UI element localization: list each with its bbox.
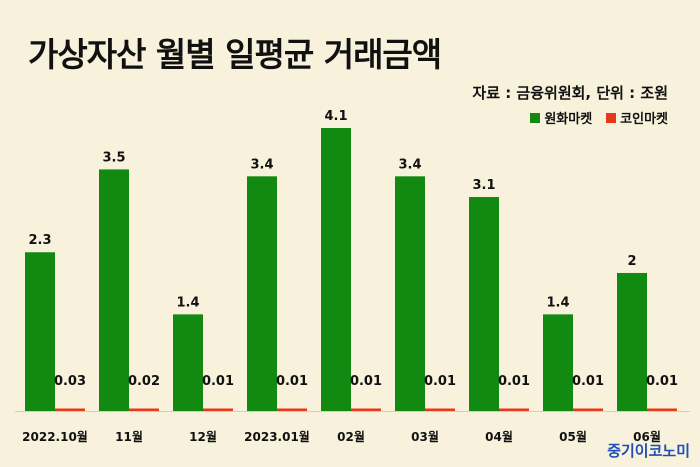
value-label-won-market-3: 3.4	[250, 157, 273, 172]
bar-coin-market-3	[277, 408, 307, 411]
x-tick-label-4: 02월	[337, 429, 365, 444]
bar-won-market-6	[469, 197, 499, 411]
legend-label-coin-market: 코인마켓	[620, 112, 668, 127]
bar-coin-market-1	[129, 408, 159, 411]
source-note: 자료 : 금융위원회, 단위 : 조원	[472, 84, 668, 102]
legend: 원화마켓 코인마켓	[530, 108, 668, 127]
value-label-coin-market-5: 0.01	[424, 374, 456, 389]
value-label-coin-market-8: 0.01	[646, 374, 678, 389]
x-tick-label-5: 03월	[411, 429, 439, 444]
value-label-won-market-8: 2	[627, 254, 636, 269]
value-label-won-market-2: 1.4	[176, 295, 199, 310]
bar-coin-market-5	[425, 408, 455, 411]
x-tick-label-2: 12월	[189, 429, 217, 444]
bar-won-market-4	[321, 128, 351, 411]
value-label-won-market-0: 2.3	[28, 233, 51, 248]
brand-logo-text: 중기이코노미	[607, 442, 690, 460]
legend-label-won-market: 원화마켓	[544, 112, 593, 127]
bar-won-market-1	[99, 169, 129, 411]
value-label-coin-market-6: 0.01	[498, 374, 530, 389]
bar-won-market-0	[25, 252, 55, 411]
bar-coin-market-2	[203, 408, 233, 411]
value-label-coin-market-1: 0.02	[128, 374, 160, 389]
bar-won-market-8	[617, 272, 647, 411]
bar-won-market-5	[395, 176, 425, 411]
bar-won-market-2	[173, 314, 203, 411]
legend-item-won-market: 원화마켓	[530, 108, 592, 127]
bar-coin-market-6	[499, 408, 529, 411]
x-tick-label-8: 06월	[633, 429, 661, 444]
legend-swatch-coin-market	[606, 112, 617, 123]
value-label-won-market-7: 1.4	[546, 295, 569, 310]
value-label-coin-market-3: 0.01	[276, 374, 308, 389]
bar-coin-market-7	[573, 408, 603, 411]
bar-coin-market-0	[55, 408, 85, 411]
value-label-won-market-6: 3.1	[472, 178, 495, 193]
bar-won-market-3	[247, 176, 277, 411]
x-tick-label-6: 04월	[485, 429, 513, 444]
bar-won-market-7	[543, 314, 573, 411]
value-label-won-market-1: 3.5	[102, 150, 125, 165]
value-label-coin-market-0: 0.03	[54, 374, 86, 389]
legend-item-coin-market: 코인마켓	[606, 108, 668, 127]
chart-title: 가상자산 월별 일평균 거래금액	[28, 35, 442, 74]
x-tick-label-7: 05월	[559, 429, 587, 444]
value-label-coin-market-2: 0.01	[202, 374, 234, 389]
value-label-won-market-4: 4.1	[324, 109, 347, 124]
x-tick-label-1: 11월	[115, 429, 143, 444]
bar-coin-market-8	[647, 408, 677, 411]
value-label-coin-market-7: 0.01	[572, 374, 604, 389]
x-tick-label-3: 2023.01월	[244, 429, 310, 444]
value-label-won-market-5: 3.4	[398, 157, 421, 172]
value-label-coin-market-4: 0.01	[350, 374, 382, 389]
bar-coin-market-4	[351, 408, 381, 411]
x-tick-label-0: 2022.10월	[22, 429, 88, 444]
legend-swatch-won-market	[530, 112, 541, 123]
